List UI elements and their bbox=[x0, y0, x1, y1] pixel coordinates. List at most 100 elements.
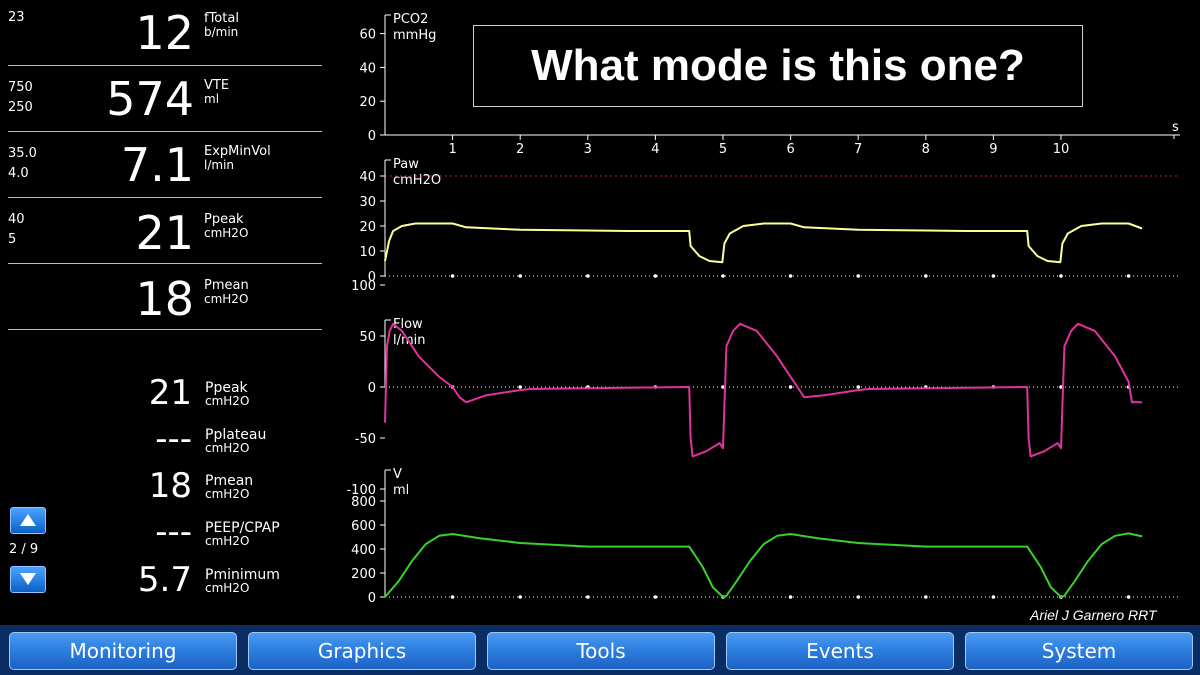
param-value: 7.1 bbox=[120, 138, 194, 192]
param-name: Pminimum bbox=[205, 567, 280, 583]
flow-second-marker bbox=[518, 385, 522, 389]
divider bbox=[8, 197, 322, 198]
paw-second-marker bbox=[653, 274, 658, 278]
param-limits: 35.0 4.0 bbox=[8, 146, 37, 181]
menu-graphics-button[interactable]: Graphics bbox=[248, 632, 476, 670]
paw-second-marker bbox=[450, 274, 455, 278]
page-up-button[interactable] bbox=[10, 507, 46, 534]
paw-unit: cmH2O bbox=[393, 173, 441, 188]
pco2-x-tick-label: 5 bbox=[719, 142, 727, 157]
pco2-y-tick-label: 20 bbox=[359, 95, 376, 110]
paw-second-marker bbox=[721, 274, 725, 278]
parameter-panel: 23 12 fTotal b/min 750 250 574 VTE ml 35.… bbox=[0, 0, 330, 625]
volume-second-marker bbox=[924, 595, 928, 599]
paw-y-tick-label: 40 bbox=[359, 170, 376, 185]
flow-y-tick-label: -50 bbox=[355, 432, 376, 447]
volume-second-marker bbox=[586, 595, 590, 599]
flow-second-marker bbox=[856, 385, 860, 389]
divider bbox=[8, 131, 322, 132]
param-value: 21 bbox=[135, 206, 194, 260]
volume-y-tick-label: 400 bbox=[351, 543, 376, 558]
param-unit: ml bbox=[204, 92, 220, 106]
volume-y-tick-label: 200 bbox=[351, 567, 376, 582]
pco2-x-tick-label: 7 bbox=[854, 142, 862, 157]
volume-second-marker bbox=[450, 595, 455, 599]
volume-y-tick-label: 800 bbox=[351, 495, 376, 510]
volume-y-tick-label: 0 bbox=[368, 591, 376, 606]
param-name: PEEP/CPAP bbox=[205, 520, 280, 536]
flow-y-tick-label: 100 bbox=[351, 279, 376, 294]
param-value: 12 bbox=[135, 6, 194, 60]
pco2-x-tick-label: 4 bbox=[651, 142, 659, 157]
param-name: Ppeak bbox=[204, 212, 244, 227]
divider bbox=[8, 329, 322, 330]
paw-title: Paw bbox=[393, 157, 419, 172]
param-value: --- bbox=[155, 419, 192, 459]
paw-second-marker bbox=[1126, 274, 1131, 278]
param-limits: 750 250 bbox=[8, 80, 33, 115]
paw-y-tick-label: 30 bbox=[359, 195, 376, 210]
paw-waveform bbox=[384, 222, 1143, 264]
volume-y-tick-label: 600 bbox=[351, 519, 376, 534]
pco2-x-axis-label: s bbox=[1172, 120, 1179, 135]
param-name: ExpMinVol bbox=[204, 144, 271, 159]
param-value: 5.7 bbox=[137, 560, 192, 600]
param-name: Pmean bbox=[205, 473, 254, 489]
volume-unit: ml bbox=[393, 483, 409, 498]
menu-bar: Monitoring Graphics Tools Events System bbox=[0, 625, 1200, 675]
param-name: Ppeak bbox=[205, 380, 248, 396]
pco2-x-tick-label: 8 bbox=[922, 142, 930, 157]
pco2-y-tick-label: 60 bbox=[359, 28, 376, 43]
paw-y-tick-label: 20 bbox=[359, 220, 376, 235]
question-text: What mode is this one? bbox=[531, 41, 1025, 90]
flow-y-tick-label: 0 bbox=[368, 381, 376, 396]
menu-events-button[interactable]: Events bbox=[726, 632, 954, 670]
pco2-x-tick-label: 3 bbox=[584, 142, 592, 157]
param-unit: cmH2O bbox=[204, 226, 249, 240]
page-down-button[interactable] bbox=[10, 566, 46, 593]
flow-second-marker bbox=[1059, 385, 1063, 389]
param-name: Pmean bbox=[204, 278, 249, 293]
pco2-unit: mmHg bbox=[393, 28, 436, 43]
paw-second-marker bbox=[856, 274, 860, 278]
credit-text: Ariel J Garnero RRT bbox=[1030, 607, 1157, 623]
menu-monitoring-button[interactable]: Monitoring bbox=[9, 632, 237, 670]
page-indicator: 2 / 9 bbox=[9, 542, 39, 557]
param-name: Pplateau bbox=[205, 427, 267, 443]
paw-second-marker bbox=[991, 274, 996, 278]
flow-second-marker bbox=[721, 385, 725, 389]
volume-waveform bbox=[384, 532, 1143, 598]
param-value: 21 bbox=[148, 373, 192, 413]
param-name: VTE bbox=[204, 78, 230, 93]
param-name: fTotal bbox=[204, 11, 239, 26]
volume-second-marker bbox=[1126, 595, 1131, 599]
param-value: 574 bbox=[106, 72, 194, 126]
volume-second-marker bbox=[653, 595, 658, 599]
divider bbox=[8, 65, 322, 66]
param-unit: cmH2O bbox=[205, 487, 250, 501]
menu-system-button[interactable]: System bbox=[965, 632, 1193, 670]
pco2-x-tick-label: 1 bbox=[448, 142, 456, 157]
volume-second-marker bbox=[991, 595, 996, 599]
volume-title: V bbox=[393, 467, 402, 482]
arrow-up-icon bbox=[20, 514, 36, 526]
paw-second-marker bbox=[1059, 274, 1063, 278]
param-ftotal: 23 12 fTotal b/min bbox=[8, 0, 322, 66]
paw-second-marker bbox=[924, 274, 928, 278]
flow-title: Flow bbox=[393, 317, 423, 332]
pco2-title: PCO2 bbox=[393, 12, 428, 27]
paw-second-marker bbox=[586, 274, 590, 278]
paw-y-tick-label: 10 bbox=[359, 245, 376, 260]
param-limits: 40 5 bbox=[8, 212, 25, 247]
flow-y-tick-label: 50 bbox=[359, 330, 376, 345]
paw-second-marker bbox=[788, 274, 793, 278]
param-value: --- bbox=[155, 512, 192, 552]
param-ppeak: 40 5 21 Ppeak cmH2O bbox=[8, 198, 322, 264]
param-vte: 750 250 574 VTE ml bbox=[8, 66, 322, 132]
menu-tools-button[interactable]: Tools bbox=[487, 632, 715, 670]
paw-y-tick-label: 0 bbox=[368, 270, 376, 285]
pco2-x-tick-label: 10 bbox=[1053, 142, 1070, 157]
divider bbox=[8, 263, 322, 264]
param-unit: cmH2O bbox=[204, 292, 249, 306]
